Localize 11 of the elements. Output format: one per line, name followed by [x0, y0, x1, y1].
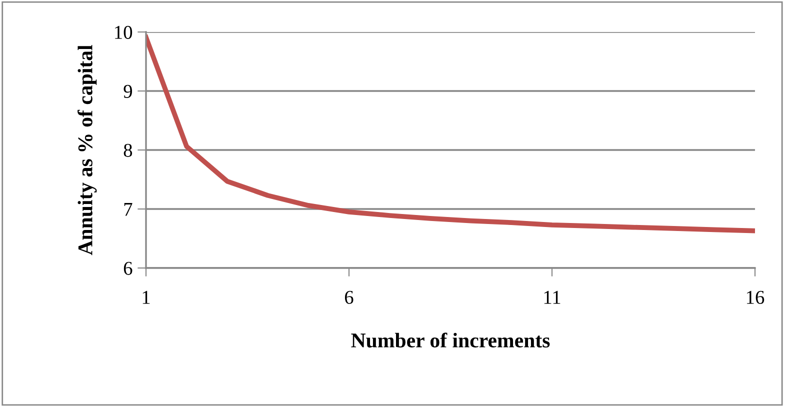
x-tick-label: 6	[344, 290, 354, 304]
y-tick-label: 7	[124, 203, 132, 216]
y-axis-title: Annuity as % of capital	[78, 45, 97, 256]
x-tick-label: 16	[746, 290, 764, 304]
y-tick-label: 9	[124, 84, 132, 98]
y-tick-label: 10	[115, 26, 132, 39]
x-tick-label: 11	[544, 290, 560, 304]
y-tick-label: 8	[124, 144, 132, 157]
x-tick-label: 1	[142, 290, 150, 304]
x-axis-title: Number of increments	[351, 332, 550, 348]
y-tick-label: 6	[124, 262, 132, 275]
